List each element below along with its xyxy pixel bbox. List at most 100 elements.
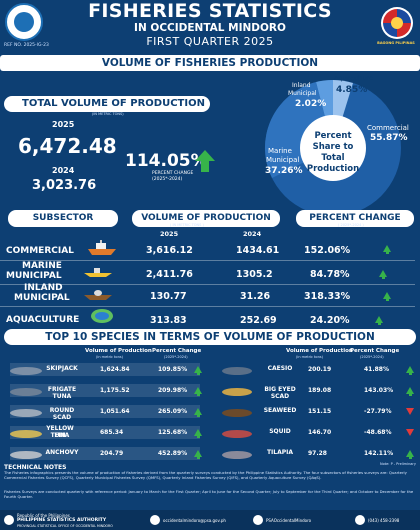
top10-left-pct-unit: (2025*-2024)	[164, 355, 188, 359]
donut-hole	[300, 115, 366, 181]
subsector-value-2024: 31.26	[240, 291, 271, 302]
period-subtitle: FIRST QUARTER 2025	[146, 35, 274, 48]
footer-phone[interactable]: (043) 458-2398	[368, 518, 400, 523]
row-band	[10, 426, 200, 439]
top10-right-row: TILAPIA 97.28 142.11%	[218, 446, 418, 463]
species-percent: 109.85%	[158, 366, 188, 373]
fish-pond-icon	[91, 309, 113, 323]
preliminary-note: Note: P - Preliminary	[380, 462, 416, 466]
top10-left-row: YELLOW FIN TUNA 685.34 125.68%	[0, 425, 210, 442]
top10-left-row: FRIGATE TUNA 1,175.52 209.98%	[0, 383, 210, 400]
header	[0, 0, 420, 50]
species-percent: 41.88%	[364, 366, 389, 373]
column-year-2024: 2024	[243, 230, 262, 238]
row-divider	[0, 306, 415, 307]
up-arrow-icon	[383, 292, 391, 301]
slice-value-commercial: 55.87%	[370, 133, 408, 143]
top10-right-row: BIG EYED SCAD 189.08 143.03%	[218, 383, 418, 400]
percent-change-label: PERCENT CHANGE	[152, 171, 194, 176]
species-name: BIG EYED SCAD	[264, 386, 296, 400]
up-arrow-icon	[194, 408, 202, 417]
top10-right-row: CAESIO 200.19 41.88%	[218, 362, 418, 379]
up-arrow-icon	[379, 270, 387, 279]
percent-column-header: PERCENT CHANGE	[296, 210, 414, 227]
slice-label-commercial: Commercial	[367, 124, 409, 132]
subsector-percent: 318.33%	[304, 291, 351, 302]
species-icon	[222, 388, 252, 396]
fish-icon	[10, 430, 42, 438]
fish-icon	[10, 409, 42, 417]
facebook-icon	[253, 515, 263, 525]
footer-facebook[interactable]: PSAOccidentalMindoro	[266, 518, 312, 523]
species-volume: 1,624.84	[100, 366, 130, 373]
species-percent: -27.79%	[364, 408, 392, 415]
up-arrow-icon	[406, 450, 414, 459]
donut-center-line3: Total	[321, 153, 344, 163]
slice-value-aquaculture: 4.85%	[336, 85, 367, 95]
species-volume: 1,051.64	[100, 408, 130, 415]
row-band	[10, 363, 200, 376]
subsector-name: AQUACULTURE	[6, 315, 80, 325]
footer-email[interactable]: occidentalmindoro@psa.gov.ph	[163, 518, 226, 523]
percent-change-period: (2025*-2024)	[152, 177, 183, 182]
top10-right-row: SQUID 146.70 -48.68%	[218, 425, 418, 442]
technical-notes-p1: The Fisheries infographics presents the …	[4, 470, 407, 480]
subsector-name-line1: MARINE	[22, 261, 62, 271]
top10-banner: TOP 10 SPECIES IN TERMS OF VOLUME OF PRO…	[4, 329, 416, 345]
volume-column-unit: ( IN METRIC TONS )	[170, 223, 204, 227]
slice-label-marine-2: Municipal	[266, 156, 299, 164]
volume-banner: VOLUME OF FISHERIES PRODUCTION	[0, 55, 420, 71]
subsector-name-line2: MUNICIPAL	[14, 293, 70, 303]
up-arrow-icon	[383, 245, 391, 254]
subsector-value-2024: 1305.2	[236, 269, 273, 280]
inland-boat-icon	[84, 290, 112, 300]
donut-center-line4: Production	[307, 164, 359, 174]
row-band	[10, 384, 200, 397]
species-name: FRIGATE TUNA	[47, 386, 77, 400]
species-name: SKIPJACK	[46, 365, 78, 372]
slice-value-marine: 37.26%	[265, 166, 303, 176]
species-name-line1: YELLOW FIN	[46, 425, 74, 439]
subsector-name-line1: INLAND	[24, 283, 63, 293]
subsector-percent: 24.20%	[310, 315, 350, 326]
fish-icon	[10, 388, 42, 396]
up-arrow-icon	[195, 150, 215, 172]
footer: Republic of the Philippines PHILIPPINE S…	[0, 510, 420, 530]
subsector-value-2025: 2,411.76	[146, 269, 193, 280]
percent-share-donut: Percent Share to Total Production Commer…	[264, 74, 409, 216]
total-percent-change: 114.05%	[125, 151, 208, 171]
up-arrow-icon	[406, 366, 414, 375]
subsector-name: COMMERCIAL	[6, 246, 74, 256]
species-name: SEAWEED	[263, 407, 297, 414]
slice-label-aquaculture: Aquaculture	[334, 74, 373, 82]
species-percent: 143.03%	[364, 387, 394, 394]
species-volume: 685.34	[100, 429, 124, 436]
fish-icon	[10, 451, 42, 459]
up-arrow-icon	[194, 387, 202, 396]
species-icon	[222, 367, 252, 375]
subsector-row-commercial: COMMERCIAL 3,616.12 1434.61 152.06%	[0, 240, 420, 264]
row-divider	[0, 284, 415, 285]
fish-icon	[10, 367, 42, 375]
banca-boat-icon	[84, 268, 112, 277]
species-volume: 200.19	[308, 366, 332, 373]
page-title: FISHERIES STATISTICS	[88, 0, 332, 22]
subsector-header: SUBSECTOR VOLUME OF PRODUCTION PERCENT C…	[0, 210, 420, 234]
subsector-value-2025: 313.83	[150, 315, 187, 326]
top10-left-row: ROUND SCAD 1,051.64 265.09%	[0, 404, 210, 421]
top10-left-vol-unit: (in metric tons)	[96, 355, 123, 359]
species-volume: 151.15	[308, 408, 332, 415]
technical-notes-p2: Fisheries Surveys are conducted quarterl…	[4, 489, 414, 499]
column-year-2025: 2025	[160, 230, 179, 238]
volume-column-header: VOLUME OF PRODUCTION	[132, 210, 280, 227]
email-icon	[150, 515, 160, 525]
species-icon	[222, 430, 252, 438]
top10-right-vol-unit: (in metric tons)	[296, 355, 323, 359]
footer-org2: PHILIPPINE STATISTICS AUTHORITY	[17, 518, 107, 523]
up-arrow-icon	[406, 387, 414, 396]
up-arrow-icon	[194, 450, 202, 459]
year-2025-label: 2025	[52, 120, 75, 129]
row-divider	[0, 260, 415, 261]
total-volume-unit: (IN METRIC TONS)	[92, 112, 124, 116]
total-2024-value: 3,023.76	[32, 178, 97, 193]
